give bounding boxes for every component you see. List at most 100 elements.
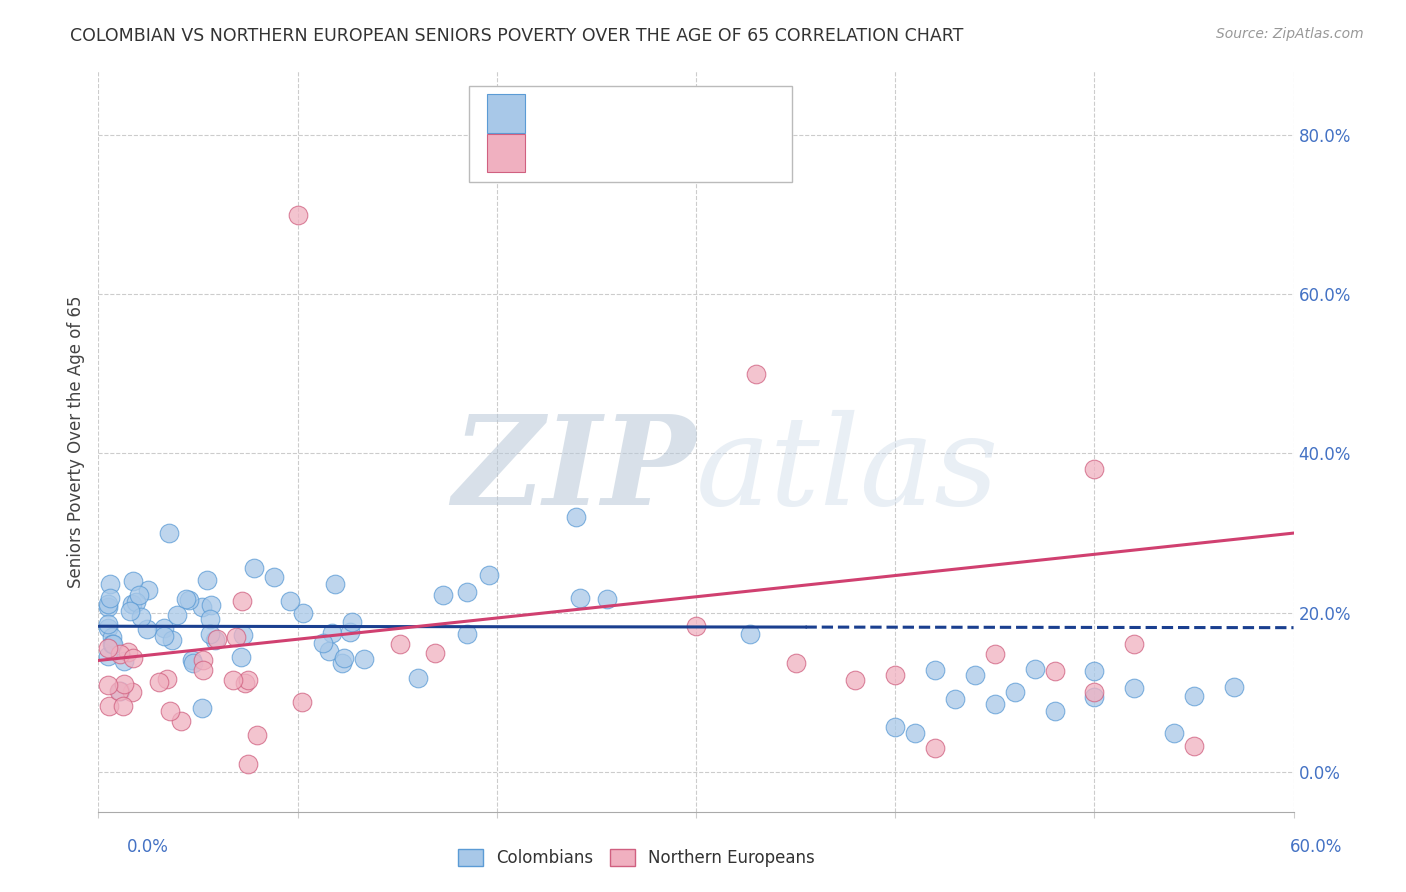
Text: R =: R =	[533, 144, 571, 161]
Point	[318, 643, 340, 657]
Point	[291, 695, 314, 709]
Point	[685, 619, 707, 633]
Point	[1083, 462, 1105, 476]
Text: 60.0%: 60.0%	[1291, 838, 1343, 855]
Point	[128, 588, 150, 602]
Point	[243, 561, 266, 575]
Point	[292, 606, 315, 620]
Point	[456, 585, 478, 599]
Point	[340, 615, 363, 629]
Point	[984, 698, 1007, 712]
Point	[97, 677, 120, 691]
Point	[135, 622, 157, 636]
Point	[200, 598, 222, 612]
Point	[844, 673, 866, 687]
Point	[97, 698, 120, 713]
Point	[229, 649, 252, 664]
Point	[330, 656, 353, 670]
Point	[333, 650, 356, 665]
Text: 0.0%: 0.0%	[127, 838, 169, 855]
Point	[1004, 685, 1026, 699]
Point	[339, 624, 361, 639]
Point	[148, 675, 170, 690]
Point	[406, 671, 429, 685]
Point	[156, 673, 179, 687]
Point	[924, 663, 946, 677]
Point	[112, 698, 135, 713]
Point	[423, 646, 446, 660]
Point	[191, 701, 214, 715]
Point	[225, 630, 247, 644]
Text: Source: ZipAtlas.com: Source: ZipAtlas.com	[1216, 27, 1364, 41]
Point	[478, 568, 501, 582]
Point	[321, 625, 343, 640]
Point	[963, 667, 986, 681]
Point	[232, 627, 254, 641]
Text: -0.015: -0.015	[578, 104, 643, 122]
Point	[785, 656, 807, 670]
Point	[312, 636, 335, 650]
Text: N =: N =	[645, 104, 697, 122]
Point	[1083, 684, 1105, 698]
Point	[129, 610, 152, 624]
Point	[183, 656, 205, 670]
Point	[117, 645, 139, 659]
Text: R =: R =	[533, 104, 571, 122]
Text: 0.195: 0.195	[578, 144, 634, 161]
Point	[738, 626, 761, 640]
Y-axis label: Seniors Poverty Over the Age of 65: Seniors Poverty Over the Age of 65	[66, 295, 84, 588]
Point	[157, 526, 180, 541]
Point	[162, 633, 184, 648]
Point	[596, 591, 619, 606]
Point	[1223, 680, 1246, 694]
Text: N =: N =	[645, 144, 697, 161]
Point	[565, 510, 588, 524]
Point	[388, 637, 411, 651]
Point	[200, 612, 222, 626]
Point	[170, 714, 193, 728]
Point	[108, 683, 131, 698]
Point	[153, 629, 176, 643]
Text: COLOMBIAN VS NORTHERN EUROPEAN SENIORS POVERTY OVER THE AGE OF 65 CORRELATION CH: COLOMBIAN VS NORTHERN EUROPEAN SENIORS P…	[70, 27, 963, 45]
Point	[191, 653, 214, 667]
Point	[101, 637, 124, 651]
Point	[904, 725, 927, 739]
Point	[97, 648, 120, 663]
Point	[125, 595, 148, 609]
Text: ZIP: ZIP	[453, 410, 696, 532]
Point	[238, 756, 260, 771]
Point	[108, 647, 131, 661]
Point	[1123, 681, 1146, 695]
Point	[1043, 664, 1066, 678]
Text: 75: 75	[709, 104, 734, 122]
Point	[205, 632, 228, 647]
Point	[943, 692, 966, 706]
Point	[236, 673, 259, 688]
Point	[101, 630, 124, 644]
Point	[198, 627, 221, 641]
Text: 40: 40	[709, 144, 734, 161]
Point	[1083, 665, 1105, 679]
Point	[1182, 690, 1205, 704]
Point	[177, 593, 200, 607]
Point	[221, 673, 243, 687]
Point	[353, 652, 375, 666]
Point	[204, 633, 226, 648]
Point	[180, 653, 202, 667]
FancyBboxPatch shape	[486, 134, 524, 172]
Point	[191, 599, 214, 614]
Point	[568, 591, 591, 605]
Point	[108, 684, 131, 698]
Point	[1163, 725, 1185, 739]
Point	[745, 367, 768, 381]
Point	[323, 576, 346, 591]
Point	[278, 594, 301, 608]
Point	[432, 588, 454, 602]
Point	[924, 741, 946, 756]
Point	[456, 626, 478, 640]
Point	[112, 654, 135, 668]
Point	[98, 577, 121, 591]
Point	[101, 637, 124, 651]
Point	[136, 582, 159, 597]
Point	[1024, 662, 1046, 676]
